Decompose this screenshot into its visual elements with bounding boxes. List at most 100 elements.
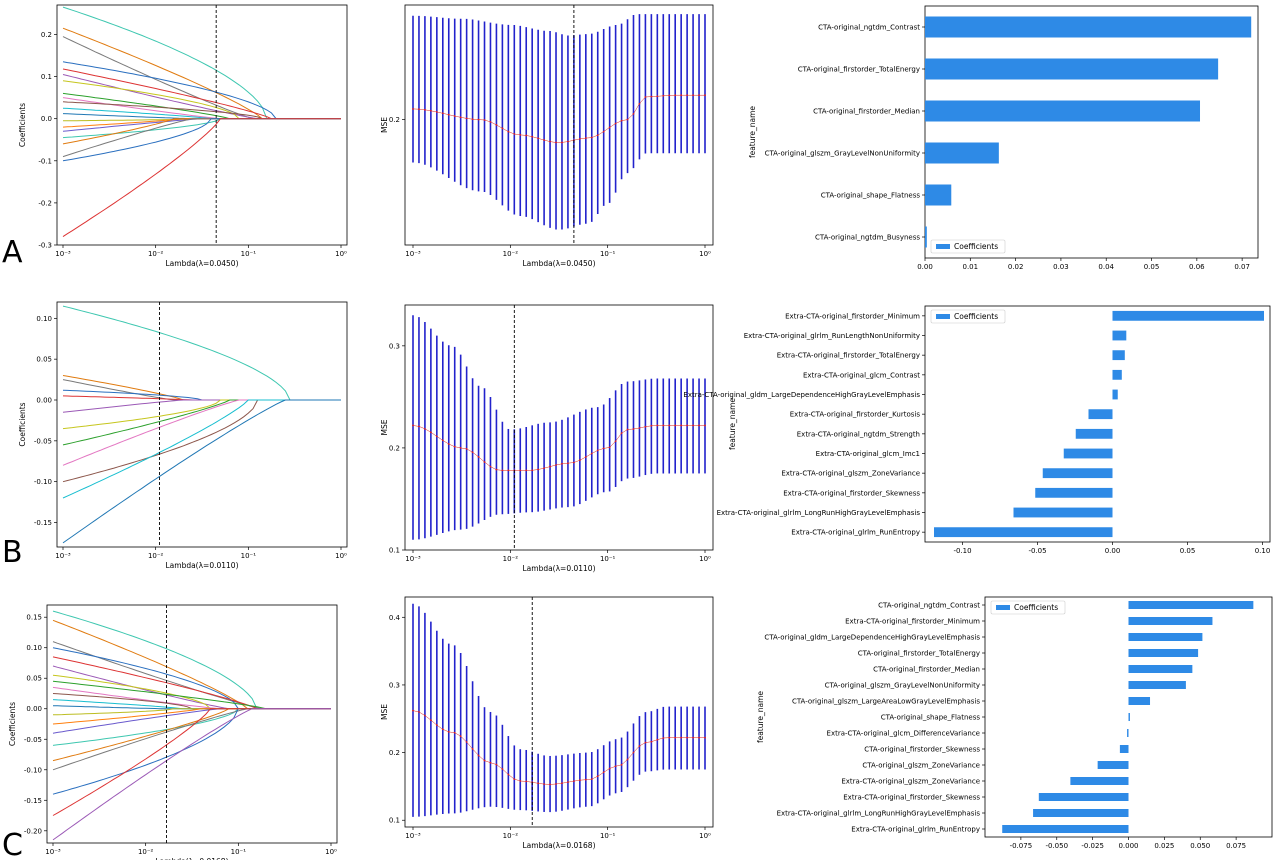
mse-y-axis-label: MSE (380, 117, 389, 133)
coefficient-bar (1033, 809, 1129, 817)
y-tick-label: -0.3 (38, 242, 52, 250)
coefficient-bar (934, 527, 1113, 538)
x-tick-label: 10⁻¹ (241, 552, 257, 560)
coefficient-path (62, 305, 341, 401)
legend-box (930, 239, 1006, 254)
coefficient-path (62, 389, 341, 401)
mse-x-axis-label: Lambda(λ=0.0450) (522, 259, 595, 268)
coefficient-bar (1128, 713, 1130, 721)
x-tick-label: -0.075 (1010, 842, 1033, 850)
coefficient-path (52, 708, 331, 795)
legend-label: Coefficients (954, 312, 998, 321)
feature-name-label: Extra-CTA-original_firstorder_Minimum (845, 618, 980, 626)
x-tick-label: 10⁻³ (405, 832, 421, 840)
x-tick-label: 10⁻¹ (231, 848, 247, 856)
coefficient-path (52, 708, 331, 841)
coefficient-bar (1128, 633, 1203, 641)
coefficient-path (62, 6, 341, 120)
panel-label: C (2, 828, 23, 860)
y-tick-label: 0.3 (389, 342, 400, 350)
feature-name-label: CTA-original_glszm_GrayLevelNonUniformit… (825, 682, 980, 690)
y-tick-label: 0.1 (389, 547, 400, 555)
y-tick-label: -0.15 (34, 519, 52, 527)
coefficient-path (62, 118, 341, 238)
coefficient-bar (1128, 601, 1254, 609)
feature-name-label: CTA-original_firstorder_Skewness (864, 746, 980, 754)
x-tick-label: 10⁻¹ (600, 832, 616, 840)
coefficient-bar (1112, 389, 1118, 400)
feature-name-label: CTA-original_firstorder_Median (813, 108, 920, 116)
y-tick-label: 0.2 (389, 116, 400, 124)
coefficient-path (62, 395, 341, 401)
x-tick-label: 10⁰ (699, 555, 711, 563)
feature-name-label: Extra-CTA-original_firstorder_Skewness (783, 489, 920, 497)
coefficient-bar (1070, 777, 1129, 785)
coefficient-path (62, 118, 341, 139)
x-tick-label: 10⁻² (503, 555, 519, 563)
feature-name-label: Extra-CTA-original_firstorder_Kurtosis (790, 411, 921, 419)
coefficient-bar (925, 16, 1252, 38)
feature-name-label: CTA-original_glszm_GrayLevelNonUniformit… (765, 150, 920, 158)
lasso-path-plot: -0.20 -0.15 -0.10 -0.05 0.00 0.05 0.10 0.15 10⁻³… (8, 604, 338, 860)
x-tick-label: 0.04 (1098, 263, 1114, 271)
lasso-y-axis-label: Coefficients (18, 402, 27, 446)
feature-name-label: Extra-CTA-original_glcm_DifferenceVarian… (827, 730, 980, 738)
coefficient-bar (1128, 649, 1199, 657)
feature-name-label: CTA-original_firstorder_TotalEnergy (798, 66, 920, 74)
coefficient-bar (1038, 793, 1129, 801)
coefficient-bar (925, 184, 952, 206)
x-tick-label: 10⁻² (503, 250, 519, 258)
lasso-x-axis-label: Lambda(λ=0.0168) (155, 857, 228, 860)
coefficient-path (52, 708, 331, 762)
y-tick-label: 0.05 (26, 675, 42, 683)
x-tick-label: -0.10 (953, 547, 971, 555)
x-tick-label: -0.05 (1028, 547, 1046, 555)
mse-x-axis-label: Lambda(λ=0.0110) (522, 564, 595, 573)
lasso-path-plot: -0.3 -0.2 -0.1 0.0 0.1 0.2 10⁻³ 10⁻² 10⁻¹ 10⁰ Lamb… (18, 4, 348, 268)
x-tick-label: 10⁻³ (55, 552, 71, 560)
x-tick-label: 0.07 (1234, 263, 1250, 271)
mse-axes-frame (404, 4, 714, 246)
x-tick-label: 10⁰ (335, 250, 347, 258)
coefficient-bar (1112, 310, 1264, 321)
panel-label: A (2, 235, 23, 270)
mse-mean-line (412, 425, 705, 471)
coefficient-bar (1112, 350, 1125, 361)
coefficient-bar (925, 100, 1201, 122)
y-tick-label: -0.10 (34, 478, 52, 486)
y-tick-label: 0.10 (36, 315, 52, 323)
feature-name-label: Extra-CTA-original_glszm_ZoneVariance (841, 778, 980, 786)
x-tick-label: 0.00 (1105, 547, 1121, 555)
lasso-axes-frame (46, 604, 338, 844)
y-tick-label: -0.20 (24, 827, 42, 835)
coefficient-bar (1112, 369, 1122, 380)
x-tick-label: 0.075 (1226, 842, 1246, 850)
mse-cv-plot: 0.1 0.2 0.3 10⁻³ 10⁻² 10⁻¹ 10⁰ Lambda(λ=0.0110)… (380, 304, 714, 573)
coef-axes-frame (924, 305, 1271, 543)
x-tick-label: 10⁻³ (405, 250, 421, 258)
coefficient-path (62, 399, 341, 413)
feature-name-label: Extra-CTA-original_glcm_Imc1 (816, 450, 920, 458)
mse-mean-point (412, 424, 414, 427)
coefficient-path (52, 708, 331, 746)
feature-name-label: CTA-original_ngtdm_Contrast (878, 602, 980, 610)
y-tick-label: 0.0 (41, 115, 52, 123)
coefficient-path (52, 610, 331, 710)
legend: Coefficients (930, 239, 1006, 254)
feature-name-label: Extra-CTA-original_glrlm_RunEntropy (791, 529, 920, 537)
mse-cv-plot: 0.1 0.2 0.3 0.4 10⁻³ 10⁻² 10⁻¹ 10⁰ Lambda(λ=0.01… (380, 596, 714, 850)
x-tick-label: -0.050 (1045, 842, 1068, 850)
y-tick-label: 0.3 (389, 681, 400, 689)
coefficient-bar (925, 226, 927, 248)
x-tick-label: 0.10 (1255, 547, 1271, 555)
y-tick-label: -0.1 (38, 157, 52, 165)
lasso-path-plot: -0.15 -0.10 -0.05 0.00 0.05 0.10 10⁻³ 10⁻² 10⁻¹ 1… (18, 301, 348, 570)
mse-axes-frame (404, 596, 714, 828)
coefficient-bar (1097, 761, 1129, 769)
coefficient-bar-chart: CTA-original_ngtdm_Contrast CTA-original_… (748, 5, 1259, 271)
coefficient-path (52, 680, 331, 710)
legend-swatch (996, 605, 1010, 610)
legend-swatch (936, 244, 950, 249)
panel-label: B (2, 535, 23, 570)
y-tick-label: 0.2 (389, 749, 400, 757)
